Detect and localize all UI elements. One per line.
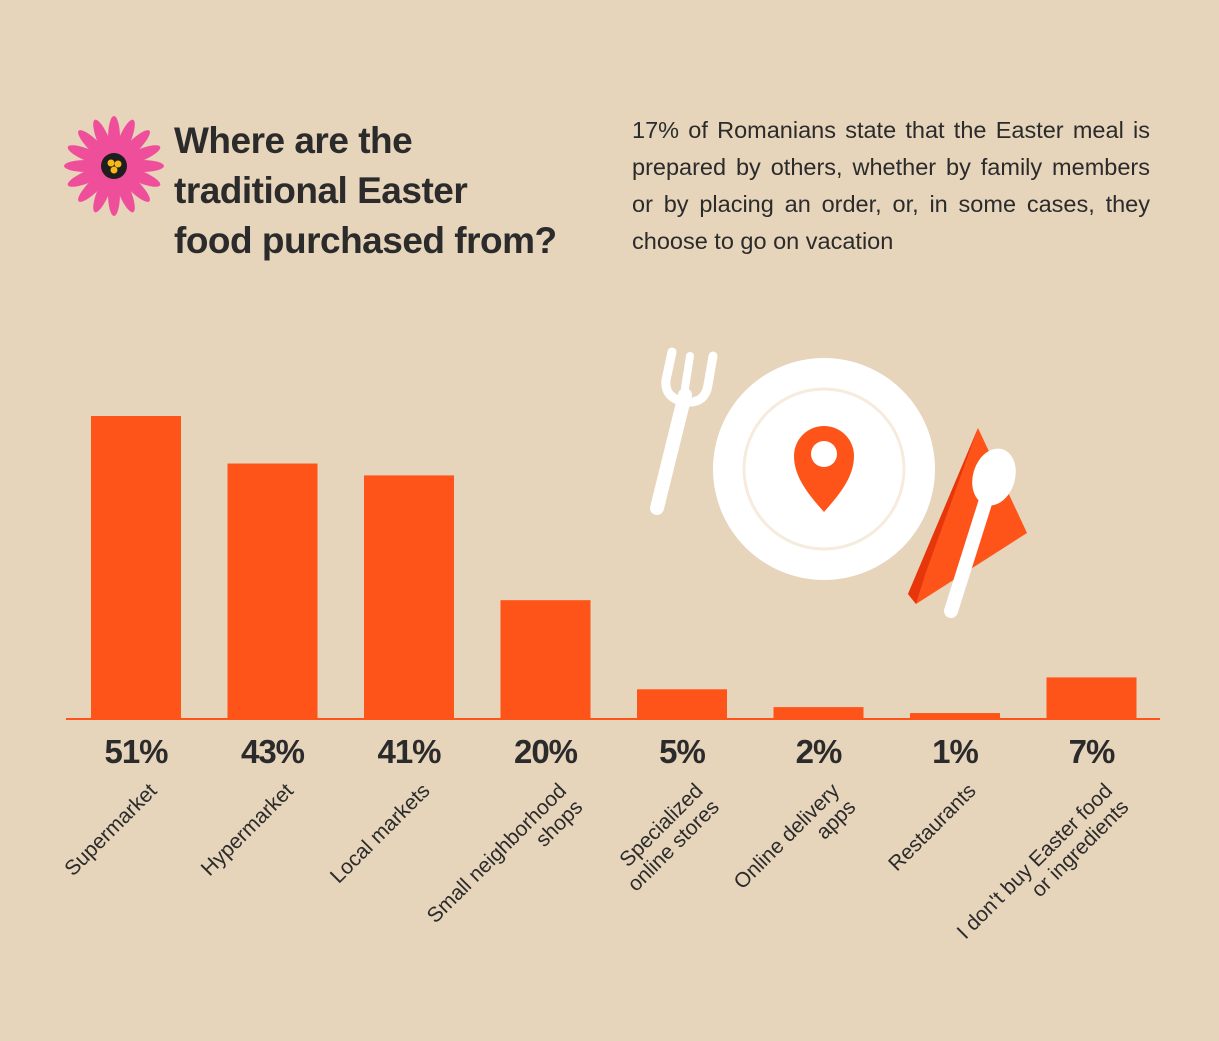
- value-label: 43%: [241, 733, 305, 770]
- value-labels: 51% 43% 41% 20% 5% 2% 1% 7%: [104, 733, 1116, 770]
- value-label: 1%: [932, 733, 978, 770]
- category-label: Online deliveryapps: [730, 779, 861, 910]
- flower-petal: [78, 169, 111, 202]
- title-line: traditional Easter: [174, 170, 468, 211]
- category-label-line: Supermarket: [60, 779, 161, 880]
- value-label: 20%: [514, 733, 578, 770]
- category-label: Hypermarket: [197, 779, 298, 880]
- flower-petal: [114, 171, 135, 213]
- chart-subtitle: 17% of Romanians state that the Easter m…: [632, 117, 1150, 254]
- value-label: 51%: [104, 733, 168, 770]
- flower-petal: [93, 171, 114, 213]
- bar: [364, 475, 454, 719]
- flower-petal: [78, 130, 111, 163]
- bar: [91, 416, 181, 719]
- category-label: I don't buy Easter foodor ingredients: [953, 779, 1134, 960]
- category-label-line: I don't buy Easter food: [953, 779, 1117, 943]
- bar: [1046, 677, 1137, 719]
- category-label-line: Hypermarket: [197, 779, 298, 880]
- category-label: Small neighborhoodshops: [423, 779, 588, 944]
- flower-petal: [67, 166, 109, 187]
- flower-petal: [67, 145, 109, 166]
- title-line: Where are the: [174, 120, 413, 161]
- value-label: 41%: [377, 733, 441, 770]
- flower-petal: [119, 145, 161, 166]
- fork-icon: [650, 347, 718, 515]
- bar: [227, 463, 318, 719]
- flower-petal: [117, 130, 150, 163]
- spoon-icon: [944, 448, 1016, 618]
- bar: [637, 689, 727, 719]
- bar: [500, 600, 591, 719]
- location-pin-icon: [794, 426, 854, 512]
- category-labels: Supermarket Hypermarket Local marketsSmall…: [60, 779, 1134, 960]
- flower-petal: [117, 169, 150, 202]
- bar-series: [91, 416, 1137, 719]
- value-label: 2%: [796, 733, 842, 770]
- category-label: Specializedonline stores: [607, 779, 724, 896]
- category-label-line: Small neighborhood: [423, 779, 571, 927]
- bar: [910, 713, 1000, 719]
- category-label: Supermarket: [60, 779, 161, 880]
- category-label: Local markets: [326, 779, 435, 888]
- category-label: Restaurants: [884, 779, 980, 875]
- category-label-line: Restaurants: [884, 779, 980, 875]
- flower-petal: [93, 119, 114, 161]
- flower-petal: [119, 166, 161, 187]
- title-line: food purchased from?: [174, 220, 557, 261]
- value-label: 5%: [659, 733, 705, 770]
- bar: [773, 707, 864, 719]
- flower-petal: [114, 119, 135, 161]
- chart-title: Where are the traditional Easter food pu…: [174, 116, 604, 266]
- value-label: 7%: [1069, 733, 1115, 770]
- category-label-line: Local markets: [326, 779, 435, 888]
- flower-icon: [64, 116, 164, 216]
